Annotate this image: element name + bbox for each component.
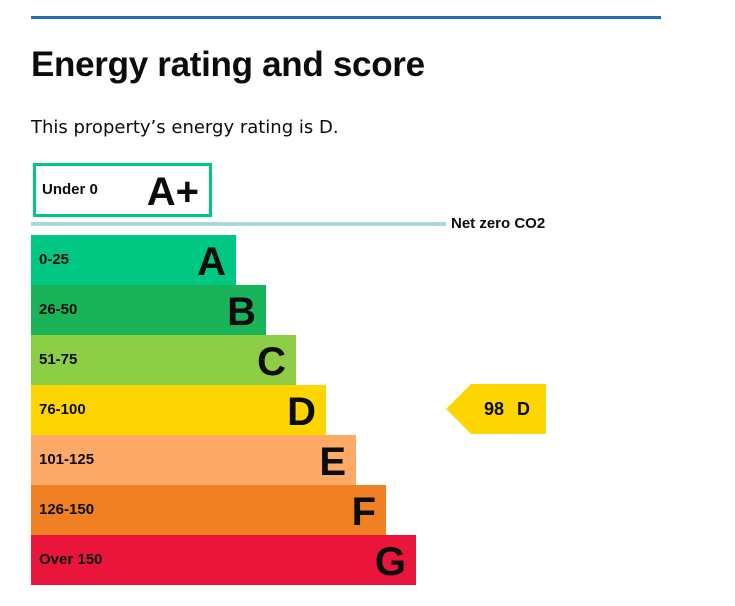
current-rating-marker: 98 D <box>446 384 546 434</box>
net-zero-line <box>31 222 446 226</box>
band-e: 101-125 E <box>31 435 356 485</box>
band-letter: A <box>197 240 226 284</box>
rating-summary: This property’s energy rating is D. <box>31 117 339 138</box>
marker-arrow-shape <box>446 384 546 434</box>
current-score: 98 <box>484 399 505 419</box>
band-c: 51-75 C <box>31 335 296 385</box>
band-letter: D <box>287 390 316 434</box>
band-a: 0-25 A <box>31 235 236 285</box>
band-letter: A+ <box>146 170 199 214</box>
band-range-label: 101-125 <box>39 451 95 468</box>
band-d: 76-100 D <box>31 385 326 435</box>
band-letter: E <box>319 440 346 484</box>
band-f: 126-150 F <box>31 485 386 535</box>
band-range-label: 126-150 <box>39 501 95 518</box>
band-range-label: Over 150 <box>39 551 103 568</box>
band-range-label: Under 0 <box>42 181 98 198</box>
band-aplus: Under 0 A+ <box>33 163 212 217</box>
top-divider <box>31 16 661 19</box>
band-range-label: 76-100 <box>39 401 86 418</box>
band-letter: B <box>227 290 256 334</box>
band-letter: C <box>257 340 286 384</box>
band-g: Over 150 G <box>31 535 416 585</box>
band-b: 26-50 B <box>31 285 266 335</box>
band-range-label: 26-50 <box>39 301 78 318</box>
band-letter: F <box>351 490 376 534</box>
band-range-label: 51-75 <box>39 351 78 368</box>
page-title: Energy rating and score <box>31 45 425 84</box>
current-letter: D <box>517 399 530 419</box>
band-range-label: 0-25 <box>39 251 70 268</box>
band-letter: G <box>374 540 406 584</box>
net-zero-label: Net zero CO2 <box>451 215 546 232</box>
